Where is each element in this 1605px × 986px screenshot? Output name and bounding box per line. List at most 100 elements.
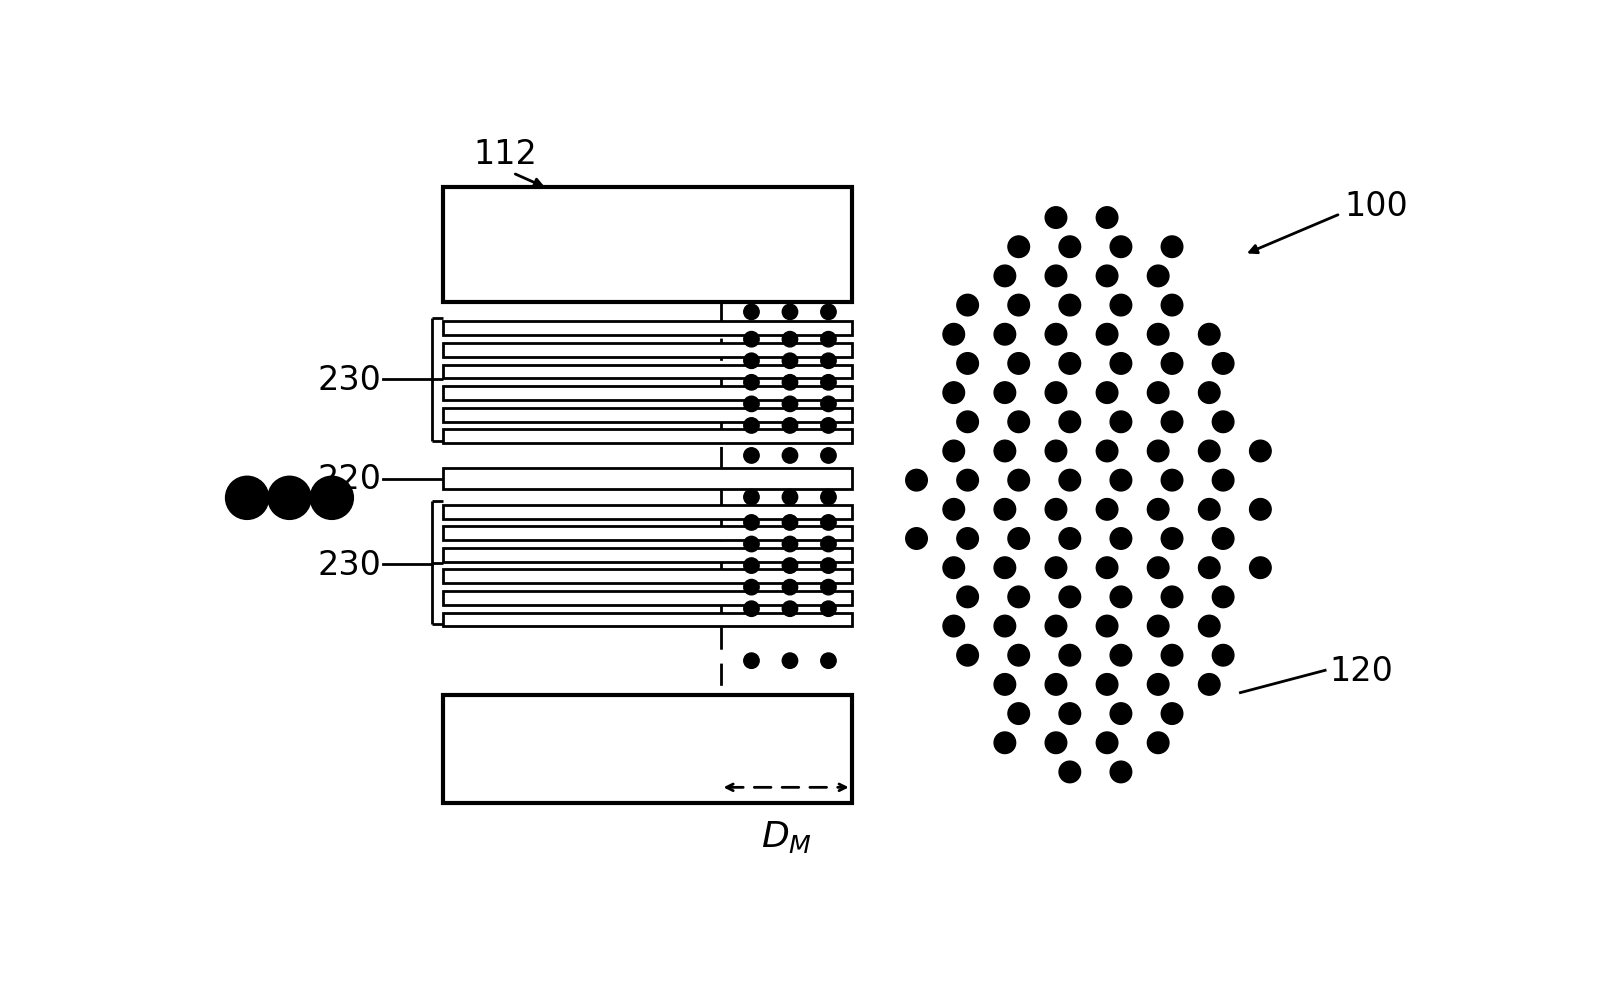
Circle shape: [1045, 674, 1066, 695]
Circle shape: [1045, 441, 1066, 462]
Circle shape: [1146, 383, 1168, 404]
Circle shape: [743, 449, 759, 463]
Circle shape: [942, 615, 965, 637]
Circle shape: [1160, 411, 1181, 433]
Circle shape: [1096, 441, 1117, 462]
Circle shape: [743, 396, 759, 412]
Circle shape: [820, 558, 836, 574]
Circle shape: [1045, 615, 1066, 637]
Circle shape: [1096, 207, 1117, 229]
Circle shape: [1197, 674, 1220, 695]
Bar: [443, 592, 851, 605]
Circle shape: [1008, 353, 1029, 375]
Circle shape: [957, 587, 977, 608]
Circle shape: [1249, 499, 1270, 521]
Circle shape: [1109, 587, 1132, 608]
Circle shape: [820, 305, 836, 320]
Text: 230: 230: [318, 364, 382, 396]
Circle shape: [743, 654, 759, 669]
Circle shape: [1045, 207, 1066, 229]
Circle shape: [1058, 587, 1080, 608]
Circle shape: [225, 477, 268, 520]
Circle shape: [1212, 411, 1233, 433]
Circle shape: [820, 449, 836, 463]
Circle shape: [1058, 237, 1080, 258]
Circle shape: [743, 332, 759, 347]
Circle shape: [1008, 237, 1029, 258]
Circle shape: [743, 516, 759, 530]
Circle shape: [1045, 266, 1066, 287]
Circle shape: [820, 654, 836, 669]
Circle shape: [1109, 703, 1132, 725]
Circle shape: [820, 601, 836, 617]
Circle shape: [743, 490, 759, 505]
Circle shape: [993, 324, 1014, 346]
Circle shape: [782, 449, 798, 463]
Circle shape: [1212, 470, 1233, 491]
Circle shape: [1197, 441, 1220, 462]
Circle shape: [1008, 703, 1029, 725]
Circle shape: [743, 354, 759, 369]
Circle shape: [820, 418, 836, 434]
Text: 120: 120: [1327, 654, 1392, 687]
Circle shape: [782, 332, 798, 347]
Circle shape: [820, 354, 836, 369]
Circle shape: [1058, 470, 1080, 491]
Bar: [443, 548, 851, 562]
Circle shape: [820, 536, 836, 552]
Circle shape: [993, 441, 1014, 462]
Circle shape: [782, 516, 798, 530]
Circle shape: [1109, 528, 1132, 550]
Circle shape: [1096, 266, 1117, 287]
Circle shape: [782, 558, 798, 574]
Circle shape: [1160, 645, 1181, 667]
Bar: [443, 408, 851, 422]
Bar: [443, 344, 851, 358]
Circle shape: [1146, 324, 1168, 346]
Circle shape: [1045, 733, 1066, 753]
Circle shape: [1146, 733, 1168, 753]
Circle shape: [1058, 353, 1080, 375]
Circle shape: [1045, 324, 1066, 346]
Circle shape: [993, 383, 1014, 404]
Circle shape: [743, 376, 759, 390]
Circle shape: [993, 674, 1014, 695]
Circle shape: [905, 528, 926, 550]
Circle shape: [957, 353, 977, 375]
Circle shape: [1160, 528, 1181, 550]
Circle shape: [1146, 674, 1168, 695]
Circle shape: [1096, 383, 1117, 404]
Bar: [443, 695, 851, 803]
Circle shape: [1160, 353, 1181, 375]
Circle shape: [1146, 266, 1168, 287]
Circle shape: [905, 470, 926, 491]
Circle shape: [957, 411, 977, 433]
Circle shape: [1008, 587, 1029, 608]
Circle shape: [1058, 528, 1080, 550]
Circle shape: [1146, 615, 1168, 637]
Bar: [443, 468, 851, 490]
Circle shape: [1096, 674, 1117, 695]
Bar: [443, 187, 851, 303]
Circle shape: [743, 536, 759, 552]
Circle shape: [1160, 470, 1181, 491]
Circle shape: [993, 557, 1014, 579]
Bar: [443, 613, 851, 627]
Circle shape: [1109, 761, 1132, 783]
Circle shape: [782, 396, 798, 412]
Circle shape: [782, 601, 798, 617]
Circle shape: [942, 557, 965, 579]
Circle shape: [1045, 557, 1066, 579]
Circle shape: [782, 536, 798, 552]
Circle shape: [820, 580, 836, 596]
Circle shape: [820, 376, 836, 390]
Circle shape: [1109, 470, 1132, 491]
Bar: [443, 365, 851, 379]
Circle shape: [782, 354, 798, 369]
Circle shape: [942, 499, 965, 521]
Circle shape: [1197, 615, 1220, 637]
Circle shape: [1045, 383, 1066, 404]
Circle shape: [743, 601, 759, 617]
Circle shape: [1008, 295, 1029, 317]
Circle shape: [1212, 645, 1233, 667]
